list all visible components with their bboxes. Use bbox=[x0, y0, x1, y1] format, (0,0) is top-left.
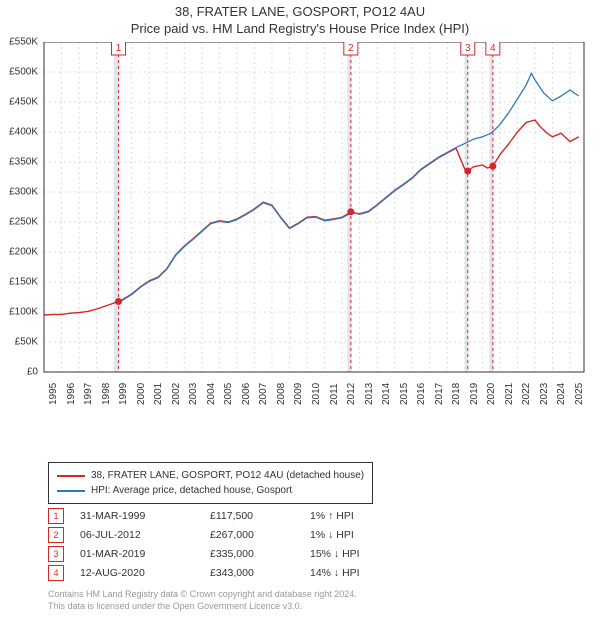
y-tick-label: £0 bbox=[0, 367, 38, 378]
sale-date: 06-JUL-2012 bbox=[80, 529, 210, 541]
x-tick-label: 1996 bbox=[66, 383, 77, 405]
svg-text:2: 2 bbox=[348, 43, 354, 54]
sale-marker-icon: 3 bbox=[48, 546, 64, 562]
sale-date: 31-MAR-1999 bbox=[80, 510, 210, 522]
x-tick-label: 2011 bbox=[329, 383, 340, 405]
sale-row: 1 31-MAR-1999 £117,500 1% ↑ HPI bbox=[48, 506, 420, 525]
x-tick-label: 2019 bbox=[469, 383, 480, 405]
x-tick-label: 2007 bbox=[258, 383, 269, 405]
chart-container: 1 2 3 4 £0 £50K £100K £150K £200K £250K £300K £350… bbox=[0, 42, 600, 422]
page-root: 38, FRATER LANE, GOSPORT, PO12 4AU Price… bbox=[0, 0, 600, 620]
x-tick-label: 1998 bbox=[101, 383, 112, 405]
x-tick-label: 1995 bbox=[48, 383, 59, 405]
sale-row: 2 06-JUL-2012 £267,000 1% ↓ HPI bbox=[48, 525, 420, 544]
sale-diff: 1% ↑ HPI bbox=[310, 510, 420, 522]
legend-row-hpi: HPI: Average price, detached house, Gosp… bbox=[57, 483, 364, 498]
x-tick-label: 2012 bbox=[346, 383, 357, 405]
x-tick-label: 2005 bbox=[223, 383, 234, 405]
y-tick-label: £550K bbox=[0, 37, 38, 48]
x-tick-label: 2006 bbox=[241, 383, 252, 405]
x-tick-label: 2010 bbox=[311, 383, 322, 405]
chart-svg: 1 2 3 4 bbox=[0, 42, 600, 422]
sale-date: 01-MAR-2019 bbox=[80, 548, 210, 560]
sale-diff: 14% ↓ HPI bbox=[310, 567, 420, 579]
sale-diff: 1% ↓ HPI bbox=[310, 529, 420, 541]
legend-label-property: 38, FRATER LANE, GOSPORT, PO12 4AU (deta… bbox=[91, 470, 364, 481]
y-tick-label: £250K bbox=[0, 217, 38, 228]
sale-price: £343,000 bbox=[210, 567, 310, 579]
y-tick-label: £50K bbox=[0, 337, 38, 348]
x-tick-label: 2008 bbox=[276, 383, 287, 405]
legend-swatch-hpi bbox=[57, 490, 85, 492]
sale-diff: 15% ↓ HPI bbox=[310, 548, 420, 560]
sale-marker-num: 2 bbox=[53, 530, 58, 540]
x-tick-label: 2023 bbox=[539, 383, 550, 405]
footer-line2: This data is licensed under the Open Gov… bbox=[48, 600, 357, 612]
legend-box: 38, FRATER LANE, GOSPORT, PO12 4AU (deta… bbox=[48, 462, 373, 504]
title-subtitle: Price paid vs. HM Land Registry's House … bbox=[0, 21, 600, 36]
x-tick-label: 2014 bbox=[381, 383, 392, 405]
sale-price: £117,500 bbox=[210, 510, 310, 522]
sale-marker-icon: 1 bbox=[48, 508, 64, 524]
x-tick-label: 2004 bbox=[206, 383, 217, 405]
sale-price: £267,000 bbox=[210, 529, 310, 541]
sales-table: 1 31-MAR-1999 £117,500 1% ↑ HPI 2 06-JUL… bbox=[48, 506, 420, 582]
y-tick-label: £100K bbox=[0, 307, 38, 318]
y-tick-label: £500K bbox=[0, 67, 38, 78]
x-tick-label: 2017 bbox=[434, 383, 445, 405]
x-tick-label: 2001 bbox=[153, 383, 164, 405]
x-tick-label: 2021 bbox=[504, 383, 515, 405]
x-tick-label: 2000 bbox=[136, 383, 147, 405]
sale-price: £335,000 bbox=[210, 548, 310, 560]
sale-marker-num: 4 bbox=[53, 568, 58, 578]
x-tick-label: 2024 bbox=[556, 383, 567, 405]
legend-swatch-property bbox=[57, 475, 85, 477]
legend-label-hpi: HPI: Average price, detached house, Gosp… bbox=[91, 485, 292, 496]
x-tick-label: 2022 bbox=[521, 383, 532, 405]
title-address: 38, FRATER LANE, GOSPORT, PO12 4AU bbox=[0, 4, 600, 19]
x-tick-label: 2002 bbox=[171, 383, 182, 405]
footer: Contains HM Land Registry data © Crown c… bbox=[48, 588, 357, 612]
svg-text:1: 1 bbox=[116, 43, 122, 54]
x-tick-label: 1997 bbox=[83, 383, 94, 405]
y-tick-label: £400K bbox=[0, 127, 38, 138]
sale-marker-icon: 4 bbox=[48, 565, 64, 581]
legend-row-property: 38, FRATER LANE, GOSPORT, PO12 4AU (deta… bbox=[57, 468, 364, 483]
footer-line1: Contains HM Land Registry data © Crown c… bbox=[48, 588, 357, 600]
x-tick-label: 2020 bbox=[486, 383, 497, 405]
x-tick-label: 2015 bbox=[399, 383, 410, 405]
sale-row: 4 12-AUG-2020 £343,000 14% ↓ HPI bbox=[48, 563, 420, 582]
sale-date: 12-AUG-2020 bbox=[80, 567, 210, 579]
x-tick-label: 2016 bbox=[416, 383, 427, 405]
y-tick-label: £150K bbox=[0, 277, 38, 288]
y-tick-label: £450K bbox=[0, 97, 38, 108]
svg-text:4: 4 bbox=[490, 43, 496, 54]
svg-text:3: 3 bbox=[465, 43, 471, 54]
x-tick-label: 2018 bbox=[451, 383, 462, 405]
x-tick-label: 2009 bbox=[293, 383, 304, 405]
sale-marker-num: 3 bbox=[53, 549, 58, 559]
y-tick-label: £350K bbox=[0, 157, 38, 168]
x-tick-label: 2025 bbox=[574, 383, 585, 405]
y-tick-label: £300K bbox=[0, 187, 38, 198]
sale-marker-num: 1 bbox=[53, 511, 58, 521]
title-block: 38, FRATER LANE, GOSPORT, PO12 4AU Price… bbox=[0, 0, 600, 36]
sale-marker-icon: 2 bbox=[48, 527, 64, 543]
y-tick-label: £200K bbox=[0, 247, 38, 258]
x-tick-label: 2013 bbox=[364, 383, 375, 405]
x-tick-label: 1999 bbox=[118, 383, 129, 405]
sale-row: 3 01-MAR-2019 £335,000 15% ↓ HPI bbox=[48, 544, 420, 563]
x-tick-label: 2003 bbox=[188, 383, 199, 405]
